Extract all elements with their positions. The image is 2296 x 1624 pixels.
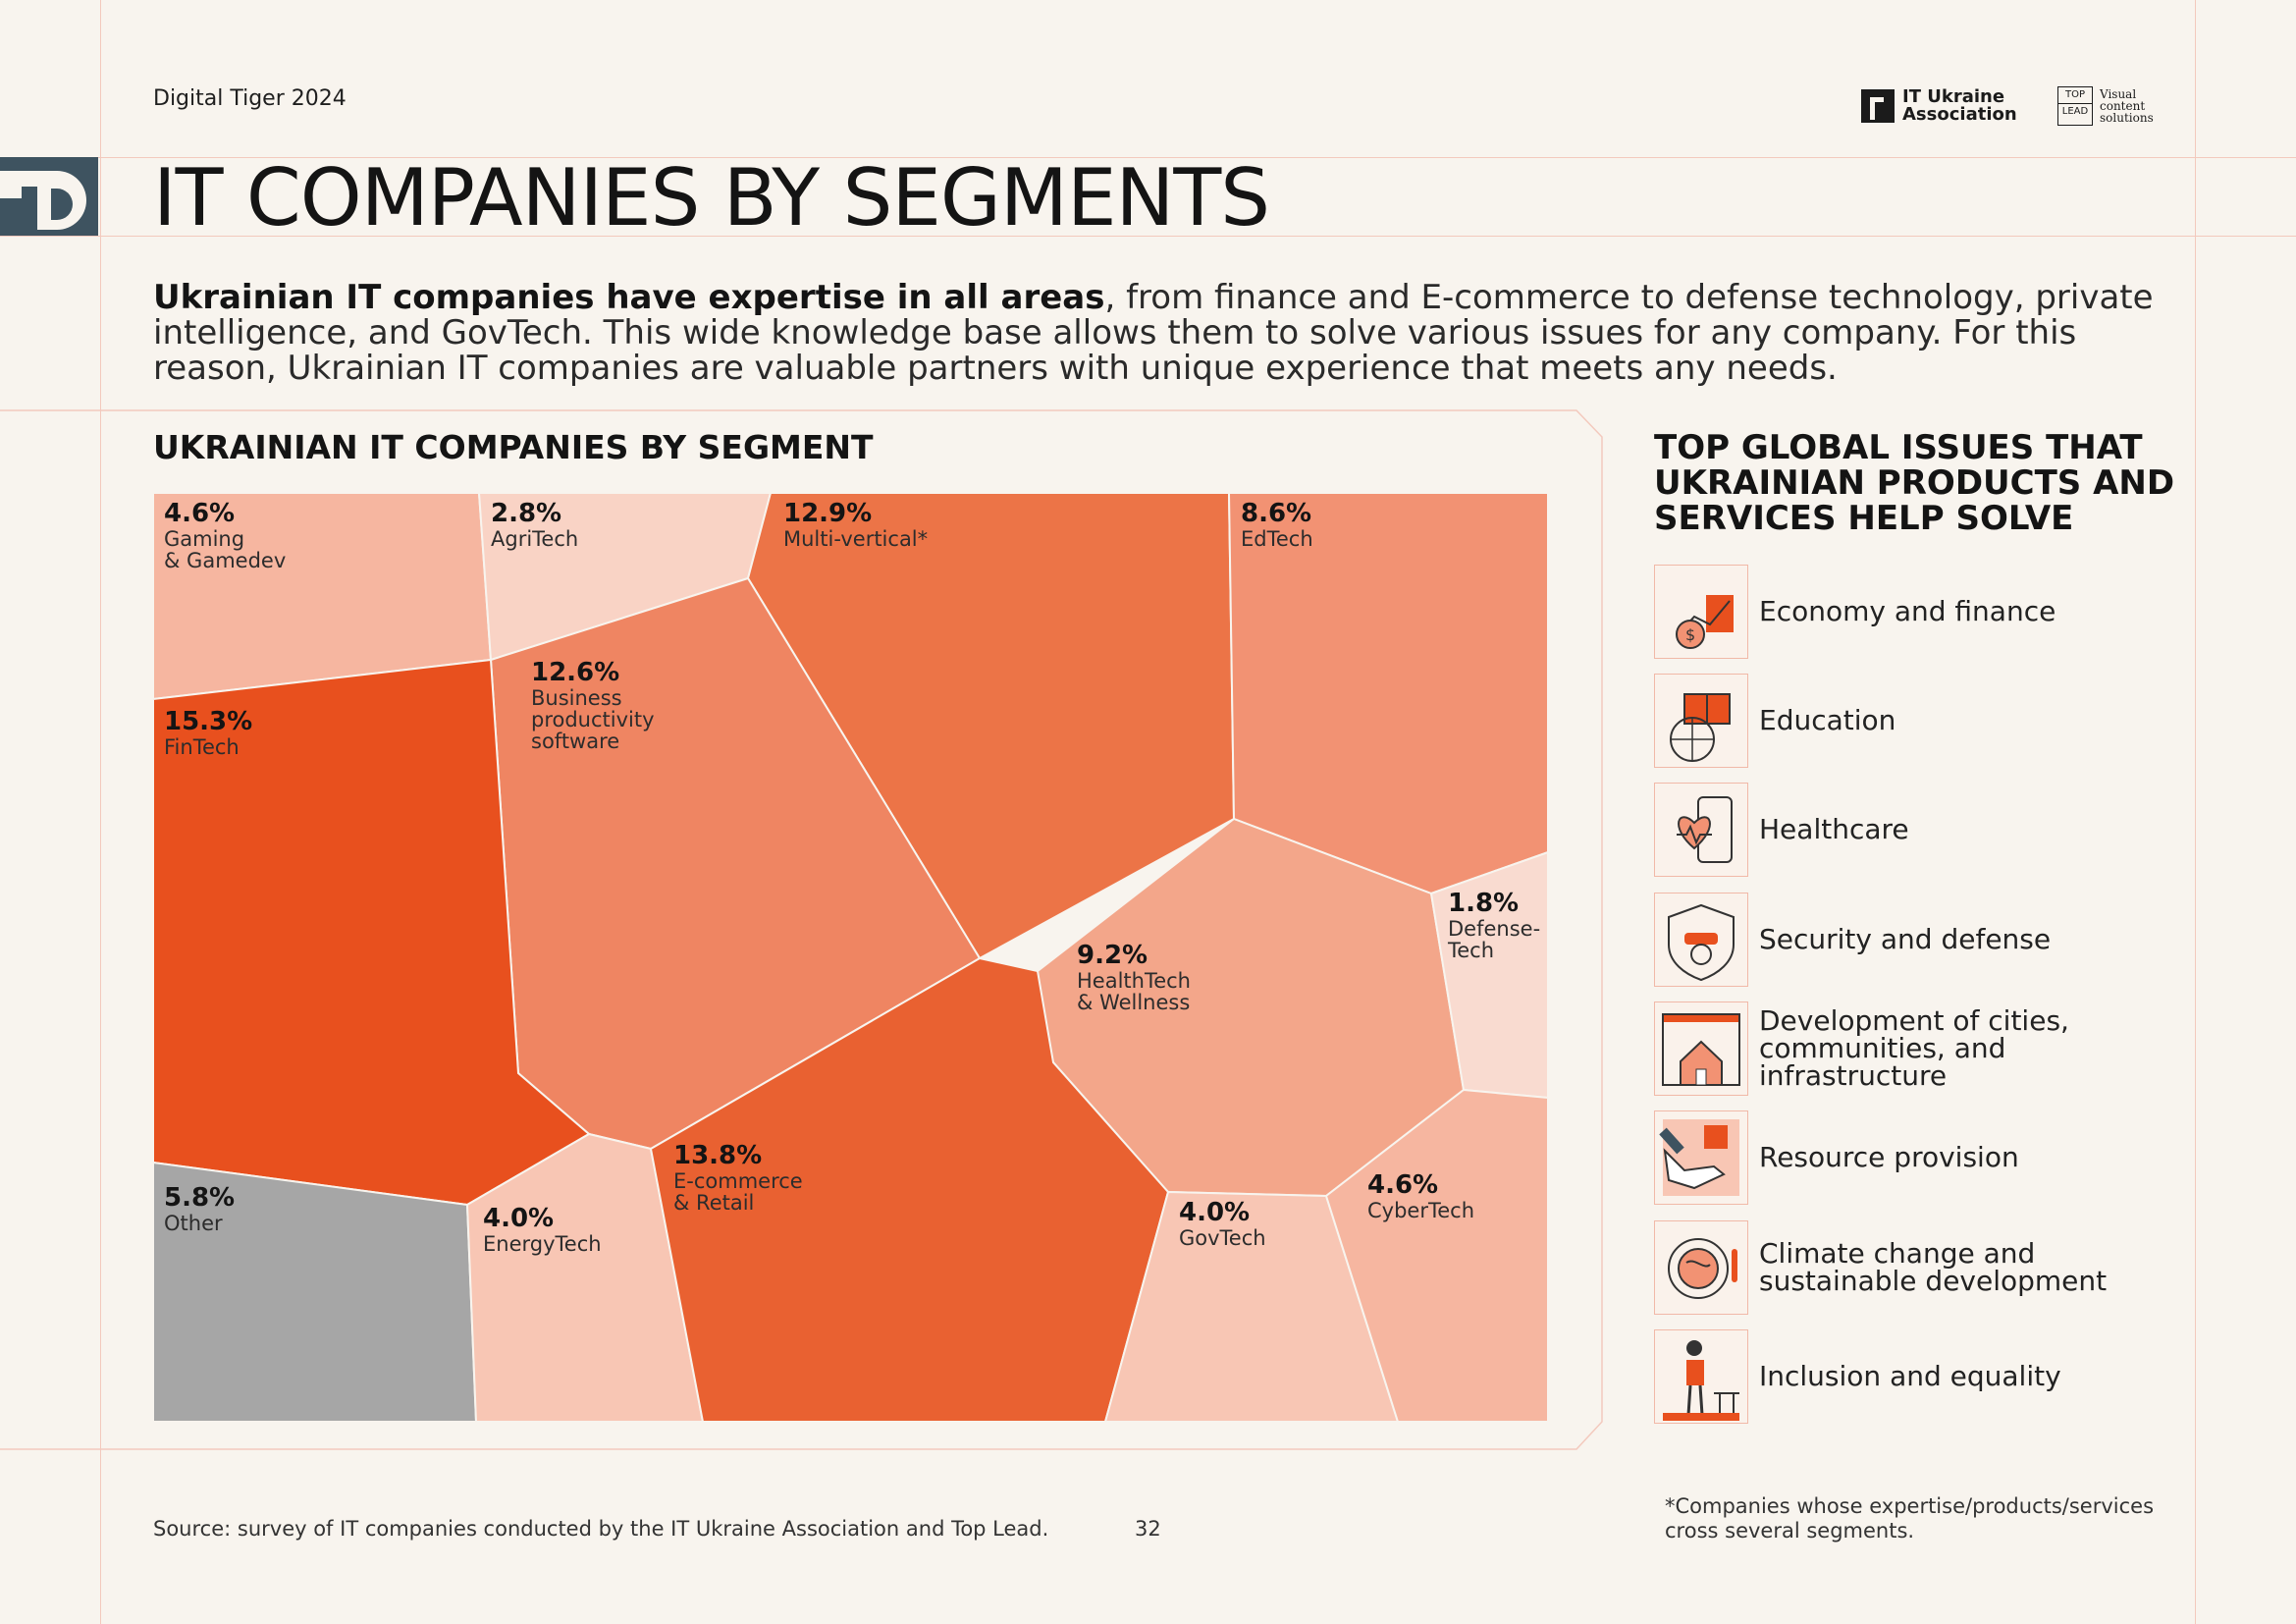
source-note: Source: survey of IT companies conducted…	[153, 1517, 1049, 1541]
segment-name-line1: E-commerce	[673, 1169, 803, 1193]
segment-label: 4.6% CyberTech	[1367, 1170, 1474, 1221]
shield-drone-icon	[1654, 893, 1748, 987]
issue-label: Economy and finance	[1759, 595, 2056, 627]
segment-name-line1: CyberTech	[1367, 1199, 1475, 1222]
it-ukraine-logo-text: IT Ukraine Association	[1902, 86, 2017, 125]
segment-name-line1: Defense-	[1448, 917, 1541, 941]
segment-label: 4.0% GovTech	[1179, 1198, 1266, 1249]
top-lead-logo-line2: LEAD	[2061, 106, 2089, 117]
segment-cell-e-commerce-retail	[649, 956, 1170, 1423]
segment-label: 4.6% Gaming & Gamedev	[164, 499, 286, 571]
issue-item: Security and defense	[1654, 893, 2204, 987]
it-ukraine-logo-icon	[1861, 89, 1895, 123]
issue-item: Healthcare	[1654, 783, 2204, 877]
partner-logos: IT Ukraine Association TOP LEAD Visual c…	[1861, 84, 2168, 128]
page-title: IT COMPANIES BY SEGMENTS	[153, 152, 1270, 244]
segment-label: 4.0% EnergyTech	[483, 1204, 602, 1255]
segment-value: 1.8%	[1448, 889, 1520, 918]
issue-item: Development of cities, communities, and …	[1654, 1001, 2204, 1096]
segment-name-line1: GovTech	[1179, 1226, 1266, 1250]
segment-name-line1: Business	[531, 686, 622, 710]
issue-label: Education	[1759, 704, 1896, 736]
earth-thermometer-icon	[1654, 1220, 1748, 1315]
segment-name-line2: & Gamedev	[164, 549, 287, 572]
segment-cell-multi-vertical	[746, 492, 1236, 960]
issue-label: Climate change and sustainable developme…	[1759, 1237, 2108, 1297]
brand-label: Digital Tiger 2024	[153, 86, 347, 111]
issue-item: Climate change and sustainable developme…	[1654, 1220, 2204, 1315]
issue-label: Resource provision	[1759, 1141, 2019, 1173]
money-bag-chart-icon: $	[1654, 565, 1748, 659]
house-city-icon	[1654, 1001, 1748, 1096]
footnote: *Companies whose expertise/products/serv…	[1665, 1494, 2155, 1543]
segment-label: 15.3% FinTech	[164, 707, 252, 758]
segment-value: 12.6%	[531, 658, 620, 687]
segment-value: 4.0%	[1179, 1198, 1251, 1227]
segment-value: 4.0%	[483, 1204, 555, 1233]
segment-value: 15.3%	[164, 707, 253, 736]
segment-name-line2: productivity	[531, 708, 655, 731]
segment-name-line2: & Wellness	[1077, 991, 1191, 1014]
digital-tiger-logo-icon	[0, 157, 98, 236]
segment-value: 4.6%	[1367, 1170, 1439, 1200]
segment-name-line1: EdTech	[1241, 527, 1313, 551]
segment-cell-edtech	[1227, 492, 1549, 895]
segment-name-line1: Gaming	[164, 527, 245, 551]
issue-item: Inclusion and equality	[1654, 1329, 2204, 1424]
heart-phone-icon	[1654, 783, 1748, 877]
segment-value: 5.8%	[164, 1183, 236, 1213]
segment-cell-cybertech	[1324, 1088, 1549, 1423]
top-lead-logo-icon: TOP LEAD	[2057, 86, 2093, 126]
person-prosthesis-icon	[1654, 1329, 1748, 1424]
issue-label: Development of cities, communities, and …	[1759, 1004, 2069, 1092]
issue-item: Resource provision	[1654, 1110, 2204, 1205]
segment-name-line1: FinTech	[164, 735, 240, 759]
segment-name-line3: software	[531, 730, 620, 753]
segment-label: 8.6% EdTech	[1241, 499, 1313, 550]
segment-value: 12.9%	[783, 499, 873, 528]
page-number: 32	[1135, 1517, 1161, 1541]
segment-value: 2.8%	[491, 499, 562, 528]
segment-name-line1: AgriTech	[491, 527, 579, 551]
hand-box-icon	[1654, 1110, 1748, 1205]
svg-text:$: $	[1685, 625, 1695, 644]
issue-item: $ Economy and finance	[1654, 565, 2204, 659]
segment-value: 13.8%	[673, 1141, 763, 1170]
segment-label: 5.8% Other	[164, 1183, 235, 1234]
segment-value: 8.6%	[1241, 499, 1312, 528]
intro-paragraph: Ukrainian IT companies have expertise in…	[153, 280, 2175, 386]
guide-line-right	[2195, 0, 2196, 1624]
top-lead-logo-line1: TOP	[2058, 87, 2092, 104]
segment-label: 9.2% HealthTech & Wellness	[1077, 941, 1191, 1013]
issues-title: TOP GLOBAL ISSUES THAT UKRAINIAN PRODUCT…	[1654, 428, 2175, 538]
segment-value: 4.6%	[164, 499, 236, 528]
intro-rest: , from finance and E-commerce to defense…	[153, 278, 2154, 388]
intro-bold: Ukrainian IT companies have expertise in…	[153, 278, 1105, 317]
chart-title: UKRAINIAN IT COMPANIES BY SEGMENT	[153, 428, 874, 466]
issue-label: Security and defense	[1759, 923, 2052, 955]
issue-label: Inclusion and equality	[1759, 1360, 2061, 1392]
segment-name-line1: HealthTech	[1077, 969, 1191, 993]
segment-name-line2: Tech	[1448, 939, 1495, 962]
guide-line-title-top	[0, 157, 2296, 158]
top-lead-tagline: Visual content solutions	[2100, 87, 2154, 125]
segment-label: 12.9% Multi-vertical*	[783, 499, 928, 550]
issue-item: Education	[1654, 674, 2204, 768]
segment-value: 9.2%	[1077, 941, 1148, 970]
guide-line-left	[100, 0, 101, 1624]
segment-label: 12.6% Business productivity software	[531, 658, 655, 752]
issue-label: Healthcare	[1759, 813, 1909, 845]
segment-name-line2: & Retail	[673, 1191, 755, 1215]
segment-name-line1: Other	[164, 1212, 223, 1235]
book-globe-icon	[1654, 674, 1748, 768]
segment-name-line1: EnergyTech	[483, 1232, 602, 1256]
segment-label: 2.8% AgriTech	[491, 499, 578, 550]
segment-label: 1.8% Defense- Tech	[1448, 889, 1540, 961]
segment-name-line1: Multi-vertical*	[783, 527, 929, 551]
guide-line-title-bottom	[0, 236, 2296, 237]
segment-label: 13.8% E-commerce & Retail	[673, 1141, 803, 1214]
